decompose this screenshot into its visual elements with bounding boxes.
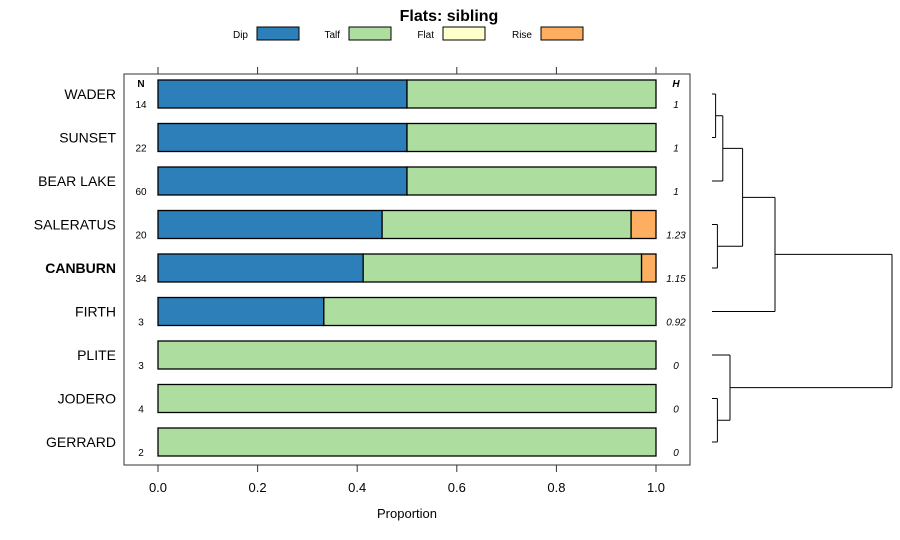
legend-label-rise: Rise: [512, 30, 532, 41]
n-column-header: N: [137, 79, 144, 90]
bar-segment-rise: [640, 253, 657, 283]
h-value: 0: [673, 448, 679, 459]
row-firth: FIRTH 3 0.92: [75, 296, 686, 329]
legend-label-talf: Talf: [324, 30, 340, 41]
bar-segment-talf: [157, 383, 657, 414]
row-bear-lake: BEAR LAKE 60 1: [38, 166, 679, 198]
h-column-header: H: [672, 79, 680, 90]
legend: Dip Talf Flat Rise: [233, 26, 584, 41]
category-label: FIRTH: [75, 304, 116, 320]
bar-segment-talf: [406, 166, 657, 196]
bar-segment-dip: [157, 209, 383, 240]
row-wader: WADER 14 1: [64, 79, 679, 111]
x-tick-label: 0.8: [547, 480, 565, 495]
bar-segment-talf: [406, 79, 657, 109]
x-tick-label: 0.2: [249, 480, 267, 495]
category-label: JODERO: [58, 391, 116, 407]
bar-segment-talf: [362, 253, 643, 283]
row-canburn: CANBURN 34 1.15: [45, 253, 686, 285]
row-jodero: JODERO 4 0: [58, 383, 679, 416]
plot-panel: [123, 73, 691, 466]
chart-title: Flats: sibling: [400, 8, 499, 25]
h-value: 1.23: [666, 231, 686, 242]
bar-segment-rise: [630, 209, 657, 240]
n-value: 4: [138, 405, 144, 416]
bar-segment-dip: [157, 166, 408, 196]
category-label: PLITE: [77, 347, 116, 363]
x-axis-title: Proportion: [377, 506, 437, 521]
h-value: 0.92: [666, 318, 686, 329]
n-value: 60: [135, 187, 147, 198]
bar-segment-dip: [157, 253, 364, 283]
bar-segment-talf: [406, 122, 657, 153]
n-value: 14: [135, 100, 147, 111]
category-label: SUNSET: [59, 130, 116, 146]
category-label: CANBURN: [45, 260, 116, 276]
x-tick-label: 1.0: [647, 480, 665, 495]
category-label: BEAR LAKE: [38, 173, 116, 189]
n-value: 2: [138, 448, 144, 459]
legend-swatch-flat: [442, 26, 486, 41]
h-value: 0: [673, 405, 679, 416]
n-value: 3: [138, 318, 144, 329]
legend-label-flat: Flat: [417, 30, 434, 41]
legend-swatch-dip: [256, 26, 300, 41]
h-value: 1: [673, 100, 679, 111]
h-value: 0: [673, 361, 679, 372]
bar-segment-talf: [157, 427, 657, 457]
x-tick-label: 0.0: [149, 480, 167, 495]
bar-segment-dip: [157, 296, 325, 327]
bar-segment-talf: [157, 340, 657, 370]
bar-segment-dip: [157, 122, 408, 153]
n-value: 20: [135, 231, 147, 242]
row-gerrard: GERRARD 2 0: [46, 427, 679, 459]
x-tick-label: 0.6: [448, 480, 466, 495]
n-value: 22: [135, 144, 147, 155]
dendrogram: [712, 93, 893, 443]
row-saleratus: SALERATUS 20 1.23: [34, 209, 686, 242]
legend-swatch-talf: [348, 26, 392, 41]
category-label: SALERATUS: [34, 217, 116, 233]
legend-swatch-rise: [540, 26, 584, 41]
bar-segment-talf: [323, 296, 657, 327]
x-tick-label: 0.4: [348, 480, 366, 495]
x-axis: 0.0 0.2 0.4 0.6 0.8 1.0: [149, 67, 665, 495]
category-label: WADER: [64, 86, 116, 102]
category-label: GERRARD: [46, 434, 116, 450]
legend-label-dip: Dip: [233, 30, 248, 41]
n-value: 34: [135, 274, 147, 285]
n-value: 3: [138, 361, 144, 372]
h-value: 1.15: [666, 274, 686, 285]
row-plite: PLITE 3 0: [77, 340, 679, 372]
h-value: 1: [673, 187, 679, 198]
row-sunset: SUNSET 22 1: [59, 122, 679, 155]
bar-segment-dip: [157, 79, 408, 109]
h-value: 1: [673, 144, 679, 155]
bar-segment-talf: [381, 209, 632, 240]
